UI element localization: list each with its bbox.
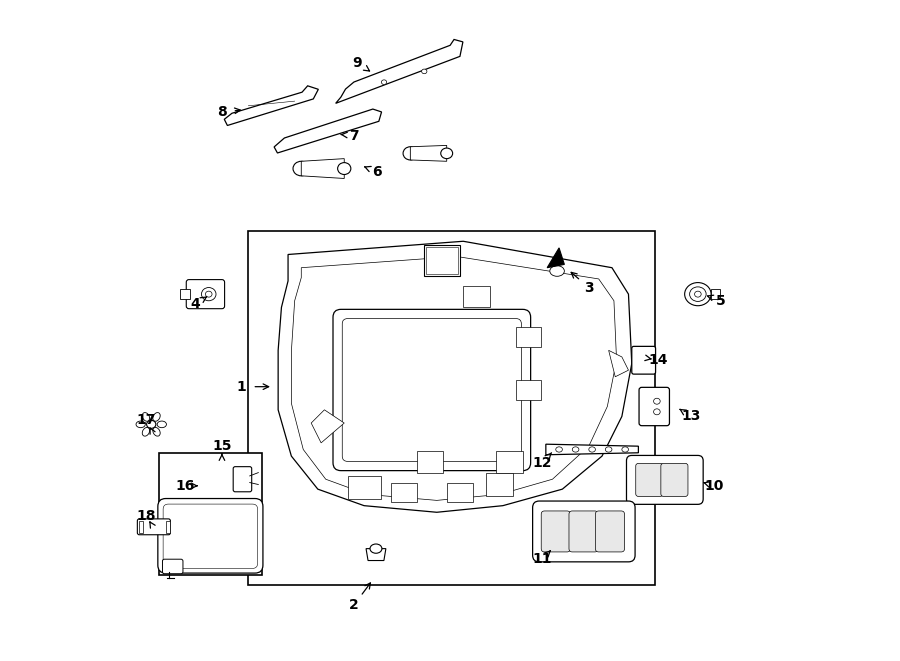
Polygon shape bbox=[366, 549, 386, 561]
Text: 18: 18 bbox=[136, 508, 156, 523]
FancyBboxPatch shape bbox=[163, 504, 257, 568]
Ellipse shape bbox=[142, 428, 149, 436]
FancyBboxPatch shape bbox=[533, 501, 635, 562]
Text: 10: 10 bbox=[705, 479, 725, 493]
Text: 13: 13 bbox=[681, 409, 701, 424]
Bar bbox=[424, 245, 460, 276]
Polygon shape bbox=[278, 241, 632, 512]
Ellipse shape bbox=[653, 398, 661, 404]
Ellipse shape bbox=[293, 161, 310, 176]
Ellipse shape bbox=[153, 412, 160, 421]
Ellipse shape bbox=[202, 288, 216, 301]
Polygon shape bbox=[224, 86, 319, 126]
Polygon shape bbox=[311, 410, 344, 443]
Polygon shape bbox=[608, 350, 628, 377]
FancyBboxPatch shape bbox=[333, 309, 531, 471]
FancyBboxPatch shape bbox=[138, 519, 170, 535]
Bar bbox=[496, 451, 523, 473]
Ellipse shape bbox=[685, 283, 711, 305]
Polygon shape bbox=[547, 248, 564, 268]
Bar bbox=[347, 476, 381, 499]
Text: 4: 4 bbox=[191, 297, 201, 311]
Text: 1: 1 bbox=[237, 379, 247, 394]
Ellipse shape bbox=[147, 420, 156, 428]
Ellipse shape bbox=[136, 421, 145, 428]
FancyBboxPatch shape bbox=[158, 498, 263, 573]
Bar bbox=[159, 453, 262, 575]
FancyBboxPatch shape bbox=[635, 463, 662, 496]
Polygon shape bbox=[545, 444, 638, 455]
Ellipse shape bbox=[589, 447, 596, 452]
Ellipse shape bbox=[622, 447, 628, 452]
FancyBboxPatch shape bbox=[596, 511, 625, 552]
Text: 12: 12 bbox=[533, 455, 553, 470]
Bar bbox=[426, 247, 458, 274]
Ellipse shape bbox=[653, 408, 661, 415]
FancyBboxPatch shape bbox=[163, 559, 183, 574]
Bar bbox=[391, 483, 417, 502]
Ellipse shape bbox=[142, 412, 149, 421]
Text: 16: 16 bbox=[176, 479, 195, 493]
FancyBboxPatch shape bbox=[626, 455, 703, 504]
FancyBboxPatch shape bbox=[186, 280, 225, 309]
Text: 17: 17 bbox=[136, 412, 156, 427]
Ellipse shape bbox=[689, 287, 706, 301]
Bar bbox=[711, 289, 720, 299]
Ellipse shape bbox=[695, 291, 701, 297]
Ellipse shape bbox=[205, 291, 212, 297]
Bar bbox=[248, 231, 655, 585]
Polygon shape bbox=[410, 145, 446, 161]
FancyBboxPatch shape bbox=[661, 463, 688, 496]
Polygon shape bbox=[336, 40, 463, 103]
Text: 8: 8 bbox=[217, 105, 227, 120]
FancyBboxPatch shape bbox=[342, 319, 521, 461]
Bar bbox=[486, 473, 513, 496]
Bar bbox=[446, 483, 473, 502]
Ellipse shape bbox=[421, 69, 427, 74]
FancyBboxPatch shape bbox=[233, 467, 252, 492]
Bar bbox=[180, 289, 190, 299]
Polygon shape bbox=[292, 256, 616, 500]
Bar bbox=[140, 521, 143, 533]
Ellipse shape bbox=[370, 544, 382, 553]
Text: 9: 9 bbox=[353, 56, 363, 70]
Polygon shape bbox=[302, 159, 344, 178]
FancyBboxPatch shape bbox=[632, 346, 655, 374]
Text: 15: 15 bbox=[212, 439, 231, 453]
Text: 14: 14 bbox=[649, 353, 668, 368]
Text: 3: 3 bbox=[584, 280, 594, 295]
Ellipse shape bbox=[382, 80, 387, 85]
FancyBboxPatch shape bbox=[639, 387, 670, 426]
Bar bbox=[516, 380, 541, 400]
Text: 6: 6 bbox=[373, 165, 382, 179]
Ellipse shape bbox=[403, 147, 418, 160]
Ellipse shape bbox=[572, 447, 579, 452]
Bar bbox=[417, 451, 444, 473]
FancyBboxPatch shape bbox=[541, 511, 571, 552]
Text: 7: 7 bbox=[349, 128, 359, 143]
Bar bbox=[516, 327, 541, 347]
Ellipse shape bbox=[441, 148, 453, 159]
Ellipse shape bbox=[158, 421, 166, 428]
Ellipse shape bbox=[606, 447, 612, 452]
Text: 5: 5 bbox=[716, 293, 726, 308]
Bar bbox=[166, 521, 170, 533]
Polygon shape bbox=[274, 109, 382, 153]
Bar bbox=[464, 286, 490, 307]
Ellipse shape bbox=[550, 266, 564, 276]
Ellipse shape bbox=[153, 428, 160, 436]
Ellipse shape bbox=[556, 447, 562, 452]
Text: 2: 2 bbox=[349, 598, 359, 612]
Ellipse shape bbox=[338, 163, 351, 175]
Text: 11: 11 bbox=[533, 551, 553, 566]
FancyBboxPatch shape bbox=[569, 511, 598, 552]
